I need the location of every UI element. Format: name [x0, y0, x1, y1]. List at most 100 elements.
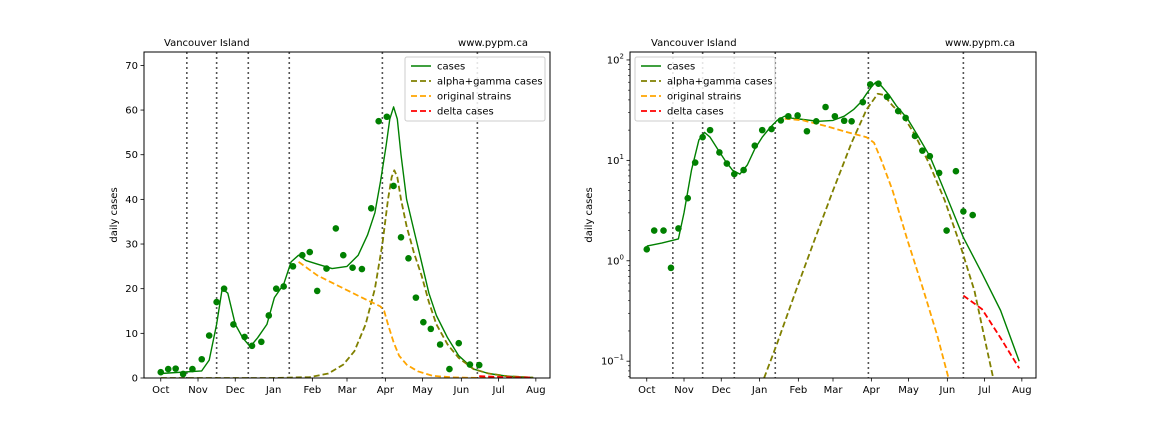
- data-point: [919, 147, 926, 154]
- data-point: [768, 125, 775, 133]
- data-point: [339, 251, 347, 259]
- data-point: [730, 170, 738, 178]
- x-tick-label: Oct: [152, 385, 169, 396]
- data-point: [383, 113, 391, 121]
- data-point: [405, 255, 412, 262]
- chart-title-right: www.pypm.ca: [945, 38, 1015, 49]
- data-point: [785, 112, 792, 120]
- y-tick-label: 20: [125, 284, 138, 295]
- x-tick-label: Feb: [304, 385, 322, 396]
- y-tick-label: 10: [125, 329, 138, 340]
- data-point: [455, 339, 463, 347]
- data-point: [691, 159, 699, 166]
- data-point: [883, 93, 891, 101]
- data-point: [205, 332, 213, 339]
- data-point: [812, 117, 820, 125]
- x-tick-label: Apr: [863, 385, 881, 396]
- data-point: [902, 114, 909, 122]
- y-tick-label: 50: [125, 150, 138, 161]
- data-point: [265, 312, 273, 319]
- data-point: [349, 264, 356, 271]
- data-point: [289, 263, 297, 270]
- data-point: [358, 265, 366, 273]
- y-tick-label: 100: [607, 253, 624, 267]
- chart-title-left: Vancouver Island: [164, 38, 250, 49]
- data-point: [230, 321, 237, 328]
- legend-label-cases: cases: [667, 62, 695, 73]
- data-point: [164, 365, 172, 373]
- data-point: [758, 126, 766, 134]
- x-tick-label: Jun: [453, 385, 470, 396]
- data-point: [943, 227, 950, 234]
- legend-box: [404, 56, 546, 122]
- data-point: [446, 365, 453, 373]
- data-point: [777, 117, 785, 124]
- x-tick-label: Nov: [188, 385, 208, 396]
- x-tick-label: Aug: [526, 385, 546, 396]
- data-point: [699, 133, 706, 141]
- legend-label-alpha-gamma-cases: alpha+gamma cases: [437, 77, 543, 88]
- data-point: [367, 205, 375, 212]
- x-tick-label: Mar: [824, 385, 844, 396]
- x-tick-label: Nov: [674, 385, 694, 396]
- legend: cases alpha+gamma cases original strains de…: [634, 56, 776, 122]
- data-point: [723, 160, 731, 167]
- x-tick-label: Apr: [377, 385, 395, 396]
- y-tick-label: 70: [125, 61, 138, 72]
- data-point: [684, 194, 692, 202]
- data-point: [643, 246, 651, 253]
- data-point: [323, 265, 330, 272]
- data-point: [751, 142, 759, 149]
- legend-label-original-strains: original strains: [437, 92, 511, 103]
- data-point: [272, 285, 280, 292]
- data-point: [794, 112, 801, 119]
- y-tick-label: 102: [607, 52, 624, 66]
- data-point: [926, 152, 934, 160]
- y-tick-label: 30: [125, 240, 138, 251]
- data-point: [667, 264, 675, 272]
- data-point: [213, 298, 220, 306]
- legend-label-original-strains: original strains: [667, 92, 741, 103]
- data-point: [198, 355, 206, 363]
- x-tick-label: Oct: [638, 385, 655, 396]
- x-tick-label: Mar: [338, 385, 358, 396]
- y-tick-label: 40: [125, 195, 138, 206]
- data-point: [390, 182, 397, 190]
- data-point: [466, 361, 474, 368]
- series-line-cases: [160, 106, 534, 378]
- y-tick-label: 101: [607, 153, 624, 167]
- data-point: [740, 166, 747, 174]
- legend-label-delta-cases: delta cases: [667, 107, 724, 118]
- x-tick-label: Dec: [226, 385, 245, 396]
- data-point: [375, 117, 382, 125]
- chart-title-right: www.pypm.ca: [458, 38, 528, 49]
- data-point: [332, 225, 340, 232]
- x-tick-label: Jul: [978, 385, 991, 396]
- data-point: [157, 368, 165, 376]
- data-point: [706, 126, 714, 134]
- data-point: [894, 107, 902, 115]
- x-tick-label: Jan: [265, 385, 281, 396]
- linear-scale-panel: Oct Nov Dec Jan Feb Mar Apr May Jun Jul Aug 0 10 20 3…: [109, 38, 551, 396]
- data-point: [172, 365, 179, 372]
- series-line-alpha-gamma-cases: [763, 92, 995, 378]
- x-tick-label: Dec: [712, 385, 731, 396]
- data-point: [822, 103, 829, 111]
- series-line-original-strains: [784, 117, 950, 378]
- x-tick-label: May: [898, 385, 919, 396]
- data-point: [241, 333, 248, 341]
- data-point: [306, 248, 314, 256]
- data-point: [179, 370, 187, 378]
- y-axis-label: daily cases: [109, 187, 120, 242]
- data-point: [436, 341, 444, 348]
- data-point: [258, 338, 265, 346]
- legend-label-delta-cases: delta cases: [437, 107, 494, 118]
- data-point: [935, 169, 943, 177]
- y-tick-label: 0: [132, 374, 138, 385]
- data-point: [475, 361, 483, 369]
- data-point: [313, 287, 321, 295]
- series-line-cases: [646, 81, 1020, 362]
- x-tick-label: Jul: [492, 385, 505, 396]
- chart-title-left: Vancouver Island: [651, 38, 737, 49]
- data-point: [280, 283, 287, 290]
